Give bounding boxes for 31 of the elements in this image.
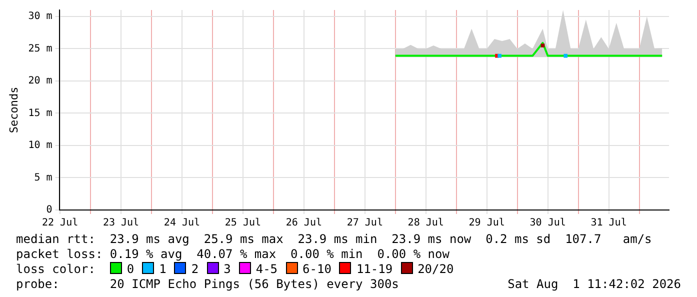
x-tick-label: 25 Jul: [224, 218, 262, 229]
x-tick-label: 26 Jul: [286, 218, 322, 229]
text: probe: 20 ICMP Echo Pings (56 Bytes) every 300s: [16, 277, 399, 292]
y-tick-label: 0: [46, 204, 52, 216]
text: packet loss: 0.19 % avg 40.07 % max 0.00 % min 0.00 % now: [16, 247, 450, 262]
legend-label: 2: [190, 262, 199, 276]
legend-label: 4-5: [254, 262, 278, 276]
x-tick-label: 27 Jul: [346, 218, 383, 229]
y-tick-label: 25 m: [28, 43, 52, 54]
text: median rtt: 23.9 ms avg 25.9 ms max 23.9 ms min 23.9 ms now 0.2 ms sd 107.7 am/s: [16, 232, 653, 247]
y-tick-label: 5 m: [34, 172, 52, 184]
x-tick-label: 23 Jul: [102, 218, 140, 229]
y-axis-title: Seconds: [7, 86, 20, 134]
x-tick-label: 28 Jul: [408, 218, 444, 229]
x-tick-label: 22 Jul: [42, 218, 78, 229]
legend-label: 11-19: [355, 262, 393, 276]
legend-title: loss color:: [16, 262, 96, 276]
x-tick-label: 31 Jul: [590, 218, 627, 229]
y-tick-label: 15 m: [28, 108, 52, 119]
y-tick-label: 30 m: [28, 11, 52, 22]
x-tick-label: 24 Jul: [164, 218, 200, 229]
x-tick-label: 30 Jul: [530, 218, 566, 229]
x-tick-label: 29 Jul: [468, 218, 505, 229]
legend-label: 3: [222, 262, 231, 276]
y-tick-label: 20 m: [28, 76, 52, 87]
text: Sat Aug 1 11:42:02 2026: [508, 277, 681, 292]
y-tick-label: 10 m: [28, 140, 52, 152]
legend-label: 6-10: [302, 262, 332, 276]
legend-label: 20/20: [416, 262, 454, 276]
legend-label: 1: [158, 262, 166, 276]
legend-label: 0: [126, 262, 134, 276]
